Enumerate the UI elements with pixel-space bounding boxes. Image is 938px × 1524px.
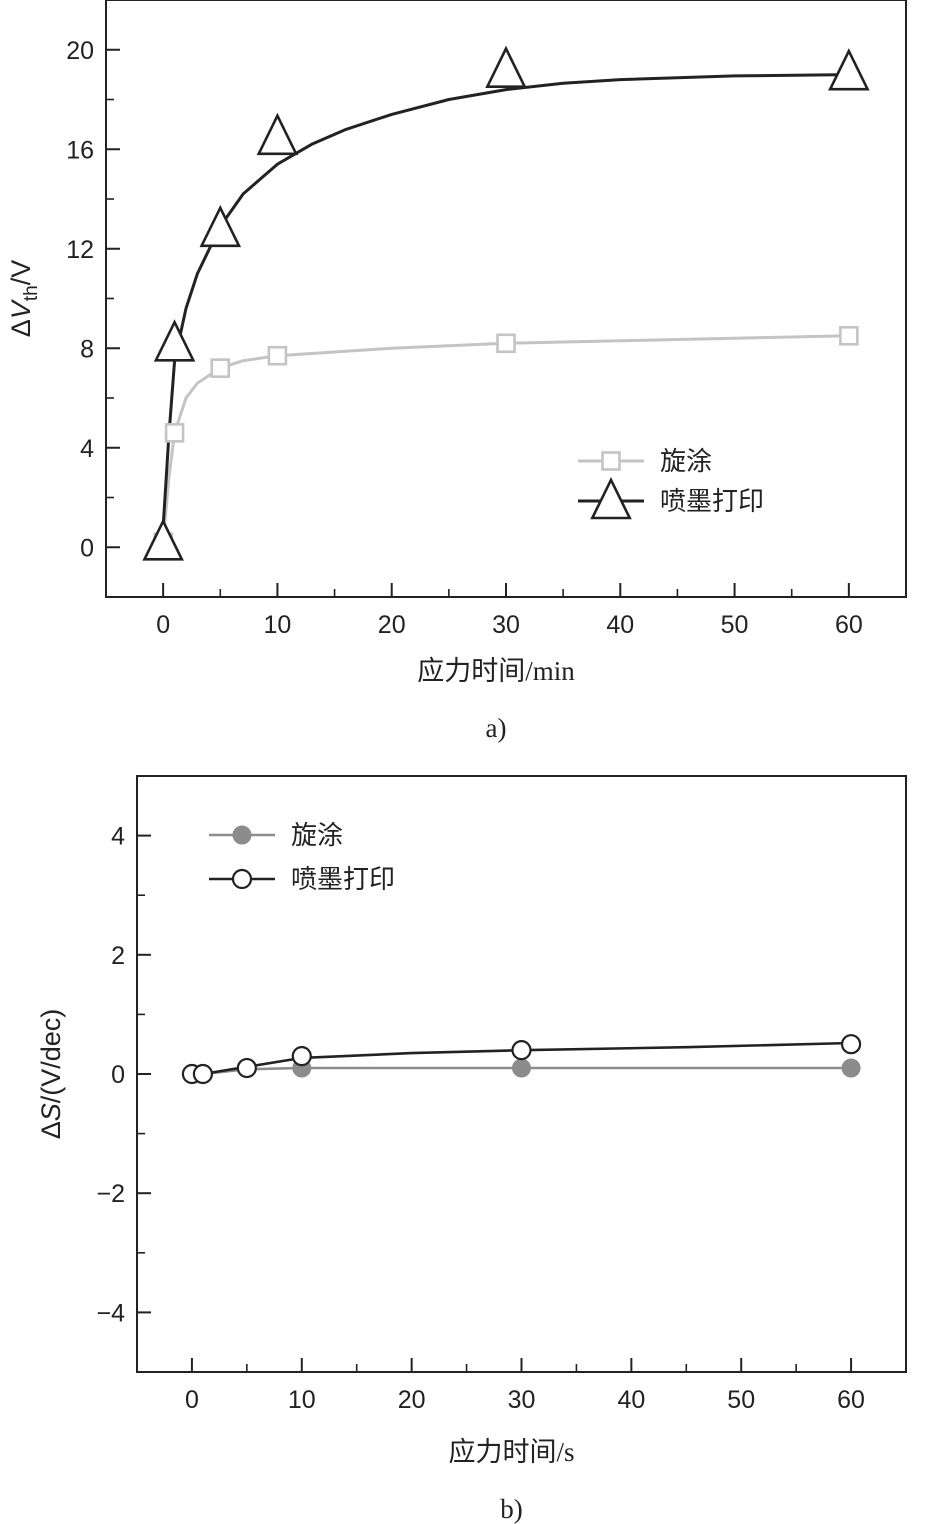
data-point-series-2 bbox=[840, 1034, 862, 1055]
y-axis-label-unit: /V bbox=[6, 260, 36, 286]
data-point-series-2 bbox=[142, 518, 184, 561]
x-tick-label: 10 bbox=[288, 1386, 316, 1414]
y-axis-label-unit: /(V/dec) bbox=[36, 1009, 66, 1104]
y-tick-label: 16 bbox=[66, 136, 94, 164]
legend-label: 喷墨打印 bbox=[291, 865, 395, 895]
x-tick-label: 50 bbox=[727, 1386, 755, 1414]
y-tick-label: 20 bbox=[66, 37, 94, 65]
legend-label: 旋涂 bbox=[291, 821, 343, 851]
data-point-series-2 bbox=[192, 1063, 214, 1085]
data-point-series-1 bbox=[164, 423, 185, 443]
legend-marker bbox=[590, 476, 632, 520]
data-point-series-1 bbox=[210, 358, 231, 378]
y-tick-label: 0 bbox=[111, 1061, 125, 1089]
y-axis-label-prefix: Δ bbox=[6, 319, 36, 337]
data-point-series-1 bbox=[512, 1058, 531, 1078]
data-point-series-2 bbox=[291, 1046, 312, 1067]
x-tick-label: 10 bbox=[264, 611, 292, 639]
y-tick-label: 2 bbox=[111, 942, 125, 970]
y-axis-label-variable: V bbox=[6, 298, 36, 319]
y-axis-label: ΔS/(V/dec) bbox=[36, 1009, 66, 1140]
x-tick-label: 50 bbox=[721, 611, 749, 639]
legend-marker bbox=[232, 825, 252, 845]
series-line-2 bbox=[161, 73, 851, 529]
panel-caption: b) bbox=[500, 1494, 523, 1524]
x-tick-label: 40 bbox=[606, 611, 634, 639]
x-tick-label: 0 bbox=[156, 611, 170, 639]
data-point-series-2 bbox=[256, 112, 299, 156]
y-tick-label: 8 bbox=[80, 335, 94, 363]
data-point-series-1 bbox=[839, 326, 859, 346]
data-point-series-1 bbox=[267, 345, 288, 366]
data-point-series-1 bbox=[496, 333, 516, 354]
legend-marker bbox=[601, 451, 621, 471]
y-axis-label: ΔVth/V bbox=[6, 260, 42, 337]
data-point-series-1 bbox=[841, 1058, 861, 1078]
x-tick-label: 20 bbox=[398, 1386, 426, 1414]
y-axis-label-subscript: th bbox=[21, 285, 42, 301]
panel-caption: a) bbox=[486, 713, 507, 743]
x-tick-label: 30 bbox=[508, 1386, 536, 1414]
x-tick-label: 60 bbox=[835, 611, 863, 639]
x-tick-label: 60 bbox=[837, 1386, 865, 1414]
data-point-series-2 bbox=[199, 204, 242, 248]
y-tick-label: −2 bbox=[96, 1180, 125, 1208]
y-tick-label: 12 bbox=[66, 236, 94, 264]
y-tick-label: 4 bbox=[80, 435, 94, 463]
data-point-series-2 bbox=[511, 1040, 532, 1061]
x-tick-label: 40 bbox=[617, 1386, 645, 1414]
y-axis-label-variable: S bbox=[36, 1103, 66, 1121]
y-axis-label-prefix: Δ bbox=[36, 1121, 66, 1139]
y-tick-label: −4 bbox=[96, 1299, 125, 1327]
x-tick-label: 20 bbox=[378, 611, 406, 639]
legend-label: 旋涂 bbox=[660, 447, 712, 477]
data-point-series-2 bbox=[828, 48, 870, 91]
x-tick-label: 30 bbox=[492, 611, 520, 639]
legend-marker bbox=[231, 868, 253, 890]
y-tick-label: 0 bbox=[80, 534, 94, 562]
data-point-series-2 bbox=[485, 45, 527, 88]
x-axis-label: 应力时间/s bbox=[448, 1437, 574, 1467]
x-tick-label: 0 bbox=[185, 1386, 199, 1414]
x-axis-label: 应力时间/min bbox=[417, 656, 575, 686]
y-tick-label: 4 bbox=[111, 823, 125, 851]
data-point-series-2 bbox=[153, 319, 196, 362]
data-point-series-2 bbox=[236, 1057, 257, 1079]
legend-label: 喷墨打印 bbox=[660, 487, 764, 517]
